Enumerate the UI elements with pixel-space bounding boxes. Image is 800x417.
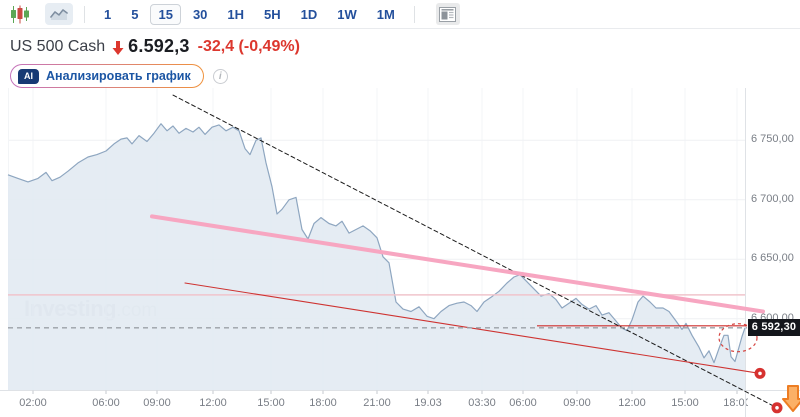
time-axis-label: 12:00: [199, 397, 227, 409]
time-axis-label: 12:00: [618, 397, 646, 409]
news-panel-icon: [439, 6, 457, 22]
timeframe-1d-button[interactable]: 1D: [293, 4, 326, 25]
timeframe-5-button[interactable]: 5: [123, 4, 146, 25]
area-chart-icon: [50, 9, 68, 20]
time-axis-label: 15:00: [257, 397, 285, 409]
price-change: -32,4 (-0,49%): [197, 37, 300, 55]
price-down-arrow-icon: [112, 40, 124, 55]
ai-analyze-label: Анализировать график: [46, 69, 191, 83]
ai-analyze-button[interactable]: AI Анализировать график: [10, 64, 204, 88]
time-axis-label: 03:30: [468, 397, 496, 409]
time-axis-label: 09:00: [563, 397, 591, 409]
ai-badge: AI: [18, 68, 39, 84]
time-axis-label: 21:00: [363, 397, 391, 409]
investing-watermark: Investing.com: [24, 296, 157, 322]
price-axis-label: 6 700,00: [751, 192, 794, 205]
time-axis-label: 18:00: [723, 397, 748, 409]
time-axis-label: 19.03: [414, 397, 442, 409]
time-axis-label: 06:00: [92, 397, 120, 409]
time-axis-label: 06:00: [509, 397, 537, 409]
candlestick-icon: [11, 5, 29, 23]
ai-row: AI Анализировать график i: [10, 64, 800, 88]
timeframe-selector: 1 5 15 30 1H 5H 1D 1W 1M: [96, 3, 403, 25]
time-axis-label: 15:00: [671, 397, 699, 409]
time-axis[interactable]: 02:00 06:00 09:00 12:00 15:00 18:00 21:00 19.03…: [0, 390, 748, 417]
timeframe-1m-button[interactable]: 1M: [369, 4, 403, 25]
timeframe-15-button[interactable]: 15: [150, 3, 181, 25]
timeframe-1-button[interactable]: 1: [96, 4, 119, 25]
current-price-label: 6 592,30: [748, 319, 800, 337]
last-price: 6.592,3: [128, 36, 190, 56]
price-axis-label: 6 650,00: [751, 252, 794, 265]
instrument-header: US 500 Cash 6.592,3 -32,4 (-0,49%): [0, 29, 800, 57]
info-icon[interactable]: i: [212, 68, 228, 84]
news-panel-button[interactable]: [435, 3, 460, 25]
chart-toolbar: 1 5 15 30 1H 5H 1D 1W 1M: [0, 0, 800, 29]
timeframe-30-button[interactable]: 30: [185, 4, 215, 25]
watermark-light: .com: [116, 300, 158, 321]
time-axis-label: 02:00: [19, 397, 47, 409]
toolbar-divider: [84, 5, 85, 23]
time-axis-label: 09:00: [143, 397, 171, 409]
candlestick-style-button[interactable]: [7, 3, 33, 25]
toolbar-divider: [413, 5, 415, 23]
timeframe-1w-button[interactable]: 1W: [329, 4, 365, 25]
chart-type-button[interactable]: [45, 3, 73, 25]
price-axis-label: 6 750,00: [751, 133, 794, 146]
time-axis-label: 18:00: [309, 397, 337, 409]
instrument-name: US 500 Cash: [10, 37, 106, 55]
watermark-bold: Investing: [24, 296, 117, 321]
timeframe-5h-button[interactable]: 5H: [256, 4, 289, 25]
timeframe-1h-button[interactable]: 1H: [219, 4, 252, 25]
